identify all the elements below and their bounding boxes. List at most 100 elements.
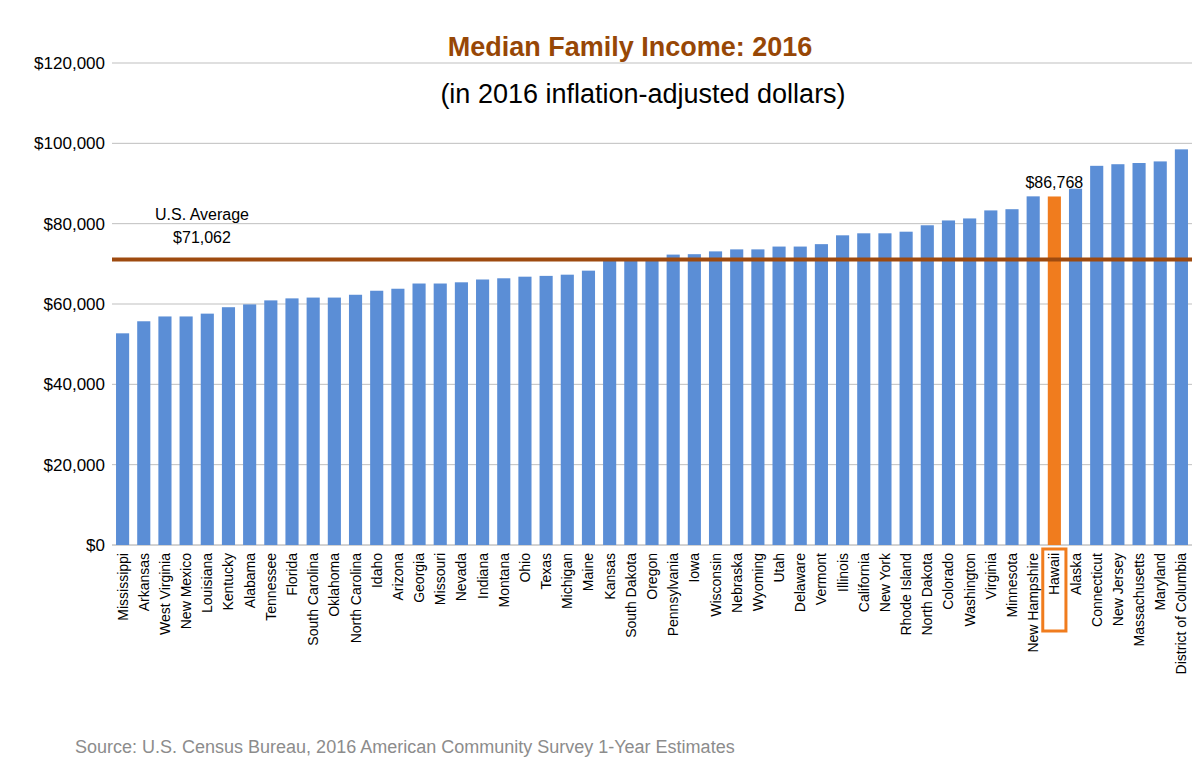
- reference-line: [112, 258, 1192, 262]
- x-tick-label: North Carolina: [348, 553, 364, 643]
- chart: $0 $20,000 $40,000 $60,000 $80,000 $100,000 $1…: [0, 0, 1193, 773]
- bar: [328, 298, 341, 545]
- x-tick-label: Nevada: [453, 553, 469, 601]
- bar: [624, 260, 637, 545]
- x-tick-label: Arkansas: [136, 553, 152, 611]
- bar: [878, 233, 891, 545]
- bar: [1090, 166, 1103, 545]
- bar: [1175, 149, 1188, 545]
- bar: [180, 316, 193, 545]
- bar: [434, 284, 447, 545]
- y-tick-label: $120,000: [34, 54, 105, 73]
- x-tick-label: Florida: [284, 553, 300, 596]
- y-tick-label: $100,000: [34, 134, 105, 153]
- bar: [1069, 189, 1082, 545]
- bar: [116, 333, 129, 545]
- x-tick-label: Colorado: [940, 553, 956, 610]
- x-tick-label: Tennessee: [263, 553, 279, 621]
- title: Median Family Income: 2016: [448, 32, 813, 62]
- x-tick-label: Washington: [962, 553, 978, 626]
- bar: [772, 247, 785, 545]
- bar: [900, 232, 913, 545]
- source: Source: U.S. Census Bureau, 2016 America…: [75, 737, 735, 757]
- x-tick-label: South Dakota: [623, 553, 639, 638]
- bar: [709, 251, 722, 545]
- bar: [667, 255, 680, 545]
- x-tick-label: Connecticut: [1089, 553, 1105, 627]
- bar: [349, 295, 362, 545]
- bar: [857, 233, 870, 545]
- x-tick-label: Arizona: [390, 553, 406, 601]
- subtitle: (in 2016 inflation-adjusted dollars): [440, 79, 845, 109]
- bar: [391, 289, 404, 545]
- x-tick-label: Minnesota: [1004, 553, 1020, 618]
- y-tick-label: $40,000: [44, 375, 105, 394]
- x-tick-label: North Dakota: [919, 553, 935, 636]
- bar: [1048, 196, 1061, 545]
- bar: [730, 249, 743, 545]
- x-tick-label: Oklahoma: [326, 553, 342, 617]
- grid-line: [112, 143, 1192, 144]
- bar: [285, 298, 298, 545]
- reference-label: U.S. Average: [155, 206, 249, 223]
- x-tick-label: Missouri: [432, 553, 448, 605]
- bar: [751, 249, 764, 545]
- x-tick-label: Ohio: [517, 553, 533, 583]
- x-tick-label: New Jersey: [1110, 553, 1126, 626]
- reference-value-label: $71,062: [173, 229, 231, 246]
- bar: [201, 314, 214, 545]
- highlight-box: [1043, 549, 1066, 631]
- bar: [264, 300, 277, 545]
- x-tick-label: Oregon: [644, 553, 660, 600]
- x-tick-label: Massachusetts: [1131, 553, 1147, 646]
- bars: [116, 149, 1188, 545]
- bar: [476, 279, 489, 545]
- bar: [412, 284, 425, 545]
- x-tick-label: Alaska: [1068, 553, 1084, 595]
- x-tick-label: Kansas: [602, 553, 618, 600]
- x-tick-label: South Carolina: [305, 553, 321, 646]
- bar: [540, 276, 553, 545]
- bar: [688, 254, 701, 545]
- x-tick-label: Alabama: [242, 553, 258, 608]
- x-tick-label: New Mexico: [178, 553, 194, 629]
- x-tick-label: Virginia: [983, 553, 999, 600]
- bar: [815, 244, 828, 545]
- bar: [1154, 161, 1167, 545]
- bar: [561, 275, 574, 545]
- x-tick-label: New Hampshire: [1025, 553, 1041, 653]
- bar: [794, 247, 807, 545]
- x-tick-label: Nebraska: [729, 553, 745, 613]
- x-tick-label: Utah: [771, 553, 787, 583]
- bar: [158, 316, 171, 545]
- x-tick-label: Rhode Island: [898, 553, 914, 636]
- bar: [836, 235, 849, 545]
- bar: [307, 298, 320, 545]
- x-tick-label: Iowa: [686, 553, 702, 583]
- y-tick-label: $60,000: [44, 295, 105, 314]
- x-tick-label: Louisiana: [199, 553, 215, 613]
- x-tick-label: Delaware: [792, 553, 808, 612]
- x-tick-label: Wyoming: [750, 553, 766, 611]
- x-tick-label: Vermont: [813, 553, 829, 605]
- x-tick-label: Georgia: [411, 553, 427, 603]
- x-tick-label: Pennsylvania: [665, 553, 681, 636]
- y-tick-label: $80,000: [44, 215, 105, 234]
- x-tick-label: Maine: [580, 553, 596, 591]
- bar: [137, 321, 150, 545]
- x-tick-label: California: [856, 553, 872, 612]
- x-tick-label: Hawaii: [1046, 553, 1062, 595]
- bar: [518, 277, 531, 545]
- y-tick-label: $0: [86, 536, 105, 555]
- x-tick-label: Mississippi: [115, 553, 131, 621]
- bar: [222, 307, 235, 545]
- y-tick-label: $20,000: [44, 456, 105, 475]
- x-tick-label: Indiana: [475, 553, 491, 599]
- x-tick-label: Michigan: [559, 553, 575, 609]
- bar: [582, 271, 595, 545]
- bar: [455, 282, 468, 545]
- bar: [1027, 196, 1040, 545]
- x-tick-label: Maryland: [1152, 553, 1168, 611]
- x-tick-label: Illinois: [835, 553, 851, 592]
- x-tick-label: Montana: [496, 553, 512, 608]
